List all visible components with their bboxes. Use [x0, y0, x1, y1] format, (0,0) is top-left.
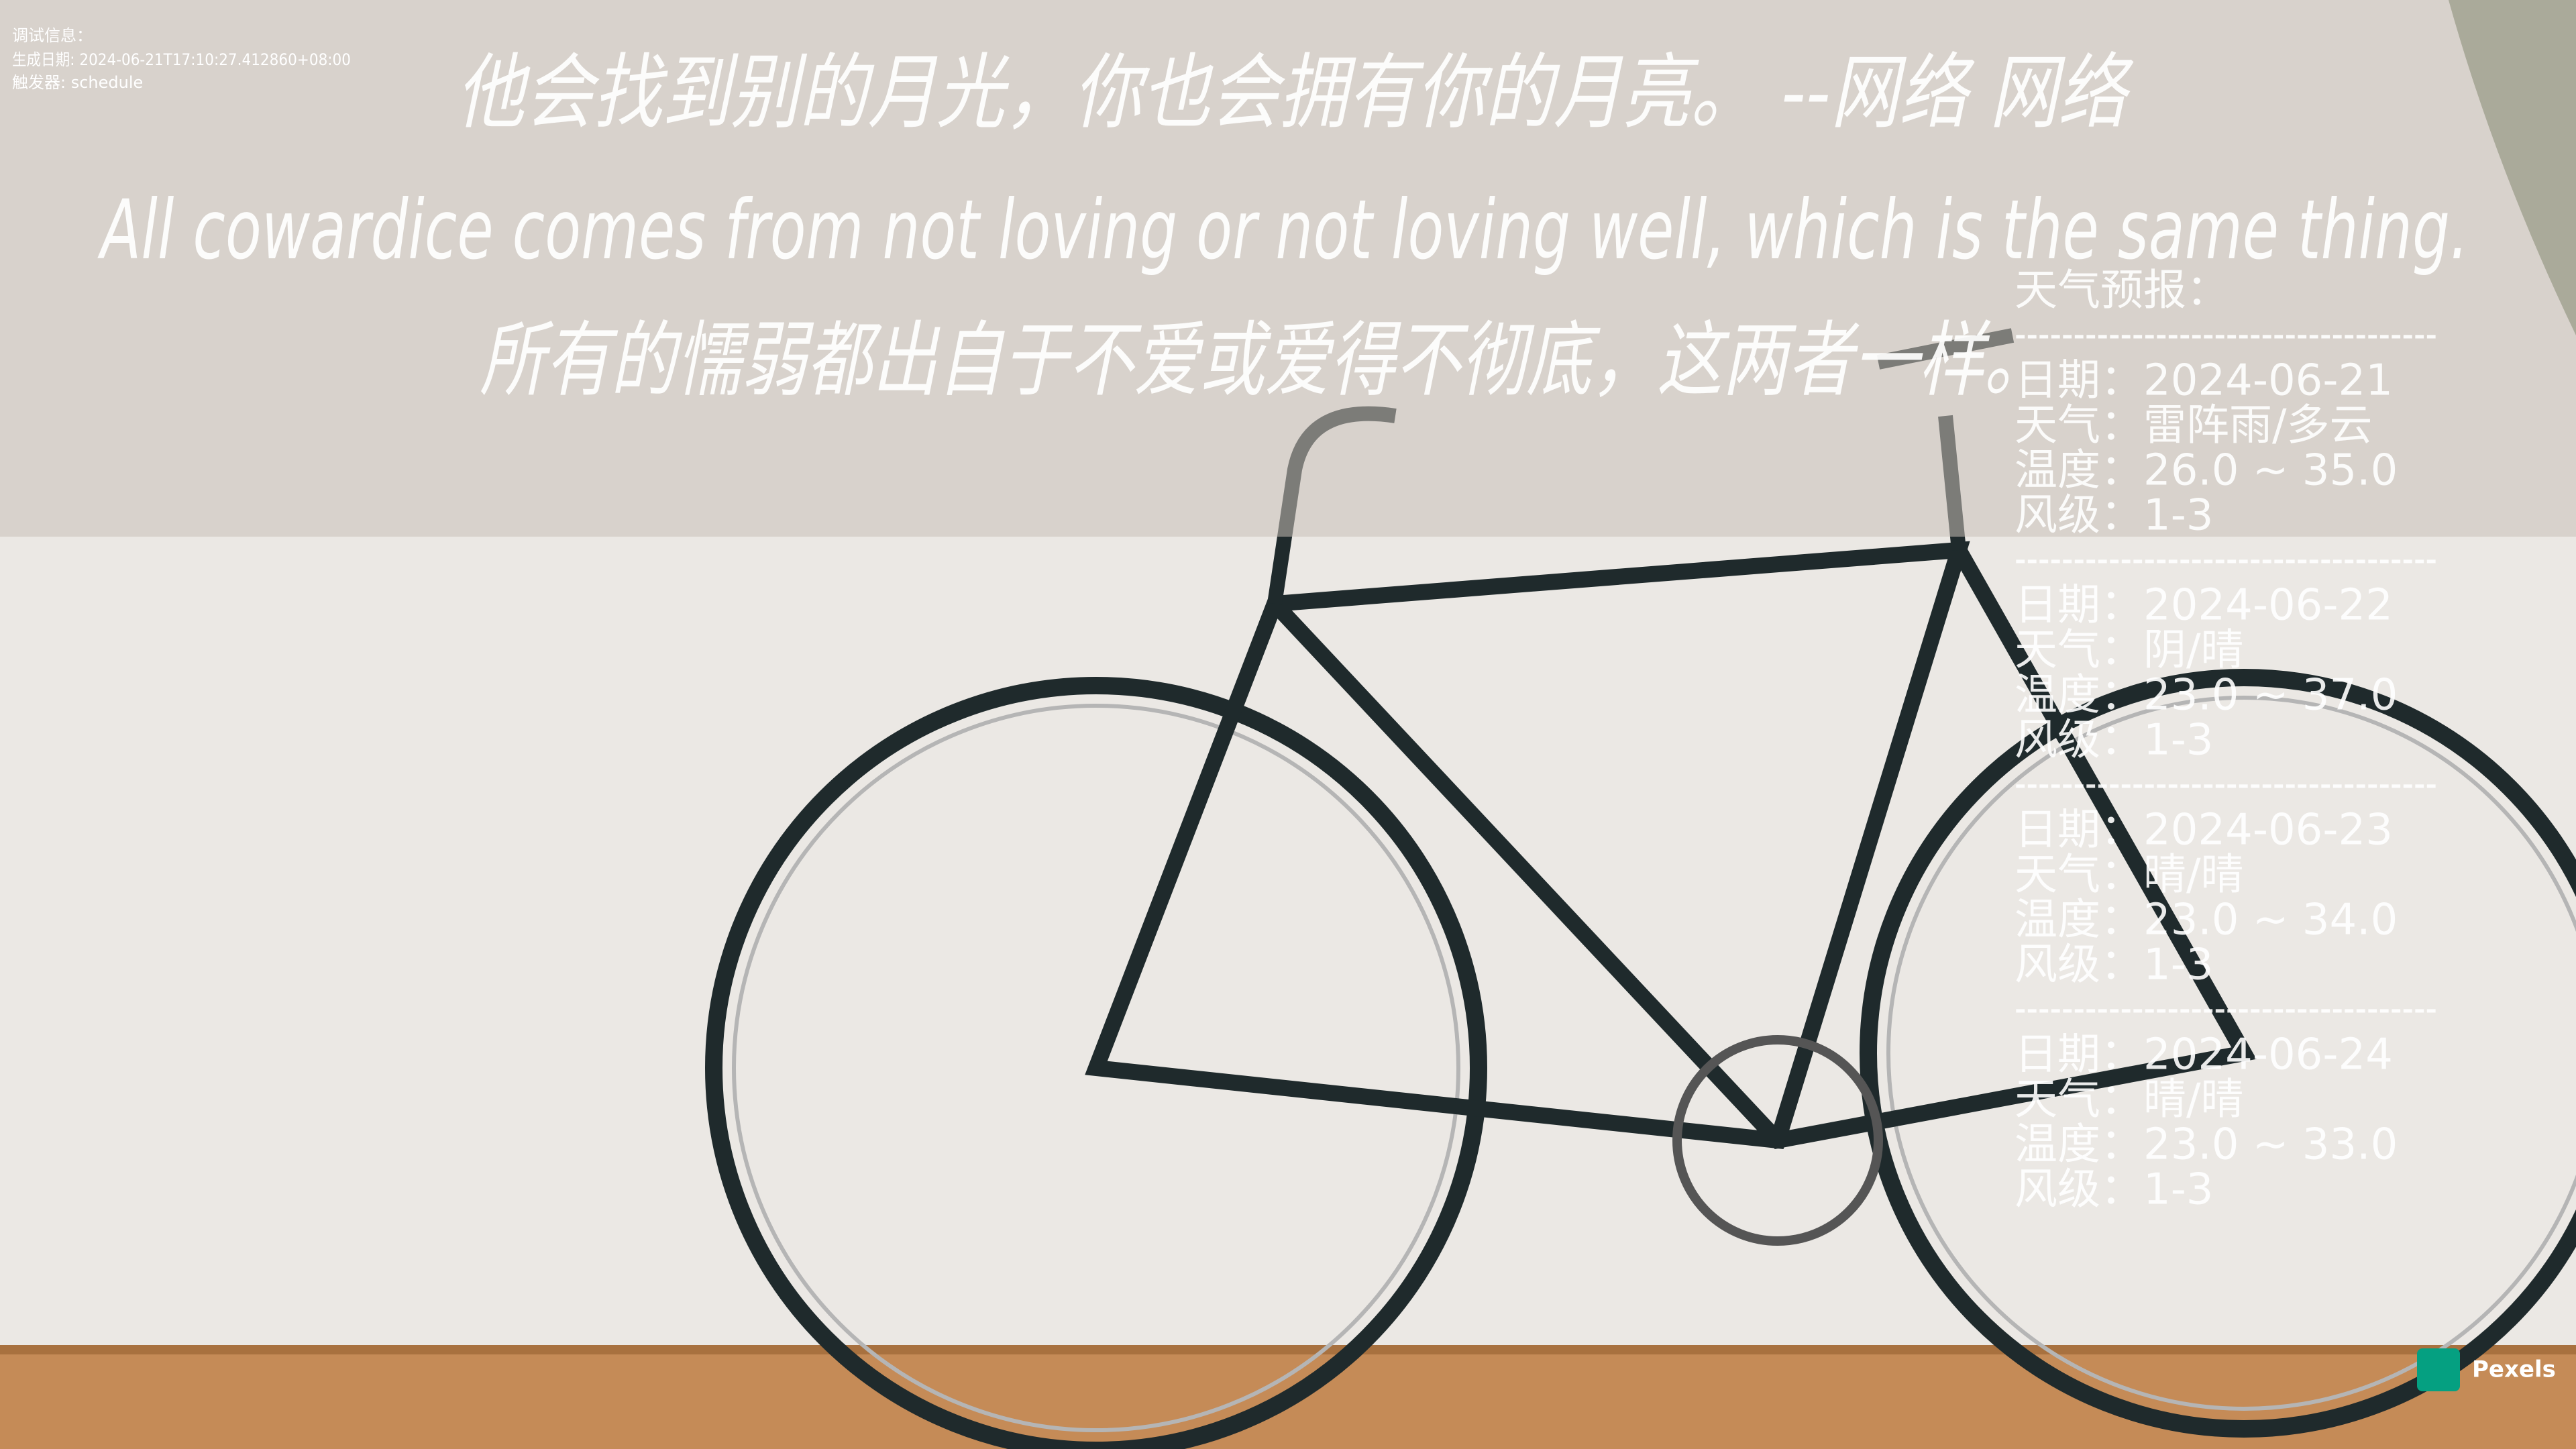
quote-zh: 他会找到别的月光，你也会拥有你的月亮。 --网络 网络: [456, 45, 2134, 140]
quote-zh-translation: 所有的懦弱都出自于不爱或爱得不彻底，这两者一样。: [480, 313, 2049, 408]
weather-date: 日期：2024-06-22: [2015, 581, 2393, 631]
weather-date: 日期：2024-06-23: [2015, 806, 2393, 855]
weather-weather: 天气：晴/晴: [2015, 851, 2244, 900]
weather-temperature: 温度：23.0 ~ 37.0: [2015, 671, 2398, 720]
weather-weather: 天气：阴/晴: [2015, 626, 2244, 676]
weather-weather: 天气：晴/晴: [2015, 1075, 2244, 1125]
weather-separator: ------------------------------------: [2015, 984, 2437, 1034]
weather-temperature: 温度：26.0 ~ 35.0: [2015, 446, 2398, 496]
debug-generated: 生成日期: 2024-06-21T17:10:27.412860+08:00: [12, 50, 351, 69]
weather-date: 日期：2024-06-24: [2015, 1030, 2393, 1080]
weather-temperature: 温度：23.0 ~ 33.0: [2015, 1120, 2398, 1170]
weather-wind: 风级：1-3: [2015, 716, 2214, 765]
watermark: Pexels: [2472, 1356, 2556, 1383]
weather-title: 天气预报：: [2015, 266, 2229, 316]
weather-date: 日期：2024-06-21: [2015, 356, 2393, 406]
weather-weather: 天气：雷阵雨/多云: [2015, 401, 2373, 451]
weather-temperature: 温度：23.0 ~ 34.0: [2015, 896, 2398, 945]
weather-wind: 风级：1-3: [2015, 941, 2214, 990]
weather-wind: 风级：1-3: [2015, 1165, 2214, 1215]
weather-wind: 风级：1-3: [2015, 491, 2214, 541]
weather-separator: ------------------------------------: [2015, 310, 2437, 360]
weather-separator: ------------------------------------: [2015, 759, 2437, 809]
quote-en: All cowardice comes from not loving or n…: [97, 182, 2469, 278]
debug-trigger: 触发器: schedule: [12, 73, 143, 92]
debug-label: 调试信息：: [12, 26, 93, 45]
weather-separator: ------------------------------------: [2015, 535, 2437, 584]
